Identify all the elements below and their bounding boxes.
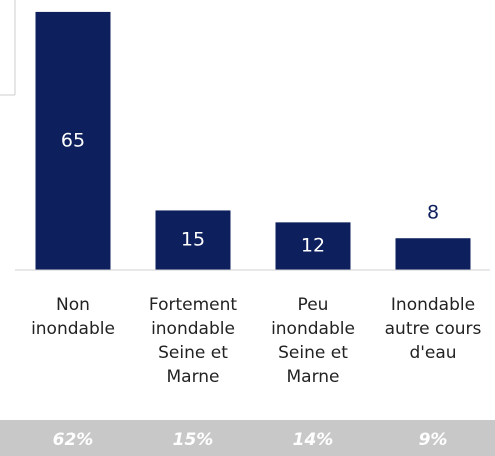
x-tick-label: inondable	[31, 319, 115, 339]
value-label: 15	[181, 229, 205, 251]
percent-label: 62%	[53, 430, 94, 450]
percent-label: 14%	[293, 430, 334, 450]
bar	[395, 238, 471, 270]
x-tick-label: Seine et	[158, 343, 228, 363]
value-label: 12	[301, 235, 325, 257]
percent-label: 15%	[173, 430, 214, 450]
x-tick-label: Marne	[286, 367, 339, 387]
bar	[35, 11, 111, 270]
percent-band	[0, 420, 495, 456]
x-tick-label: Marne	[166, 367, 219, 387]
value-label: 8	[427, 202, 439, 224]
bar	[155, 210, 231, 270]
percent-label: 9%	[419, 430, 448, 450]
x-tick-label: Peu	[298, 295, 329, 315]
x-tick-label: Inondable	[391, 295, 475, 315]
x-tick-label: Non	[56, 295, 90, 315]
x-tick-label: Seine et	[278, 343, 348, 363]
x-tick-label: autre cours	[385, 319, 482, 339]
value-label: 65	[61, 129, 85, 151]
bar	[275, 222, 351, 270]
x-tick-label: inondable	[271, 319, 355, 339]
x-tick-label: Fortement	[149, 295, 237, 315]
x-tick-label: d'eau	[409, 343, 456, 363]
x-tick-label: inondable	[151, 319, 235, 339]
